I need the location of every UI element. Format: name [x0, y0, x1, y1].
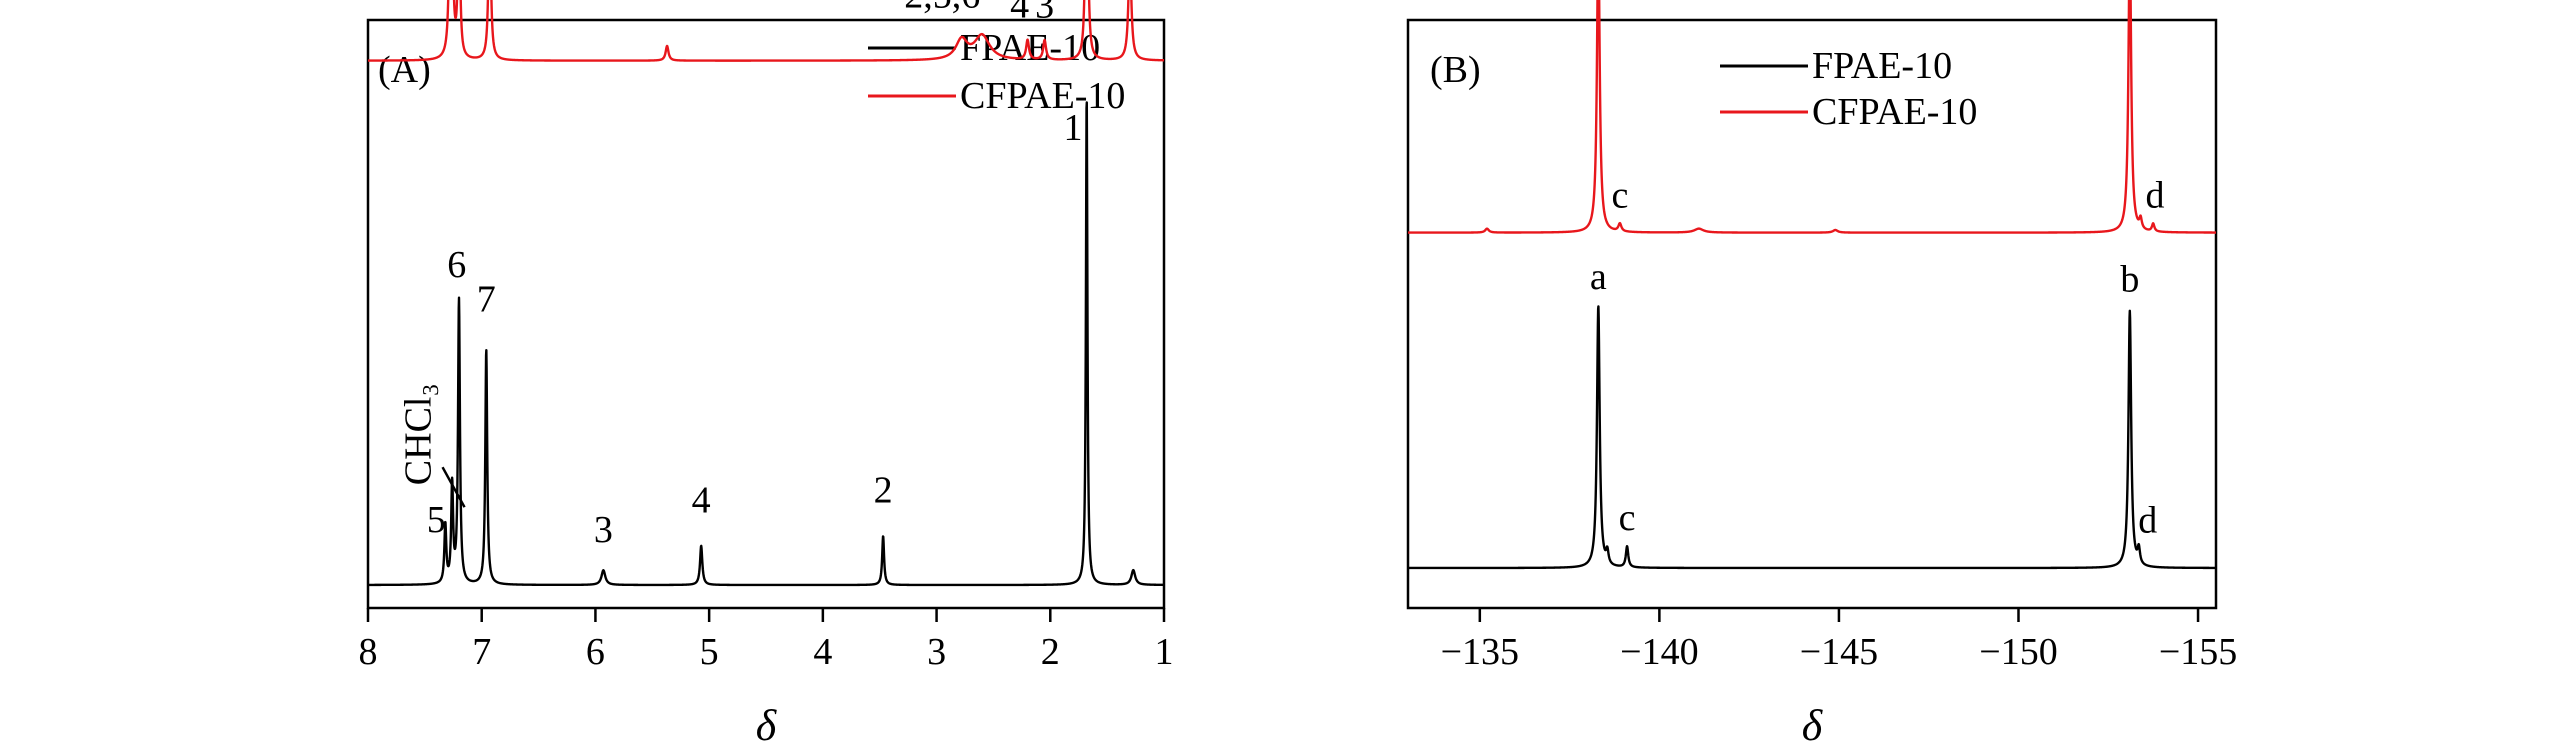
peak-label: 2 — [874, 470, 893, 512]
x-axis-title: δ — [756, 701, 778, 750]
label-pointer — [441, 466, 466, 508]
series-line-cfpae-10 — [1407, 0, 2217, 234]
peak-label: 6 — [447, 244, 466, 286]
series-line-fpae-10 — [367, 101, 1165, 587]
x-axis-title: δ — [1802, 701, 1824, 750]
x-tick-label: 1 — [1155, 631, 1174, 673]
peak-label: 5 — [427, 499, 446, 541]
peak-label: d — [2138, 500, 2157, 542]
panel-label: (A) — [378, 49, 431, 91]
peak-label: 2,5,6 — [904, 0, 980, 17]
peak-label: c — [1619, 497, 1636, 539]
peak-label: d — [2145, 175, 2164, 217]
x-tick-label: 5 — [700, 631, 719, 673]
x-tick-label: 8 — [359, 631, 378, 673]
x-tick-label: −140 — [1620, 631, 1698, 673]
peak-label: 4 — [692, 479, 711, 521]
series-line-cfpae-10 — [367, 0, 1165, 62]
peak-label: 7 — [477, 279, 496, 321]
peak-label: CHCl₃ — [398, 383, 440, 485]
x-tick-label: 7 — [472, 631, 491, 673]
plot-frame — [1406, 18, 2218, 610]
series-line-fpae-10 — [1407, 305, 2217, 570]
panel-label: (B) — [1430, 49, 1481, 91]
peak-label: 3 — [1035, 0, 1054, 27]
x-tick-label: 3 — [927, 631, 946, 673]
peak-label: 3 — [594, 509, 613, 551]
plot-frame — [366, 18, 1166, 610]
legend-label: CFPAE-10 — [1812, 91, 1977, 133]
x-tick-label: 6 — [586, 631, 605, 673]
peak-label: 1 — [1064, 107, 1083, 149]
x-tick-label: −150 — [1979, 631, 2057, 673]
legend-label: CFPAE-10 — [960, 75, 1125, 117]
peak-label: a — [1590, 256, 1607, 298]
peak-label: b — [2120, 259, 2139, 301]
x-tick-label: −145 — [1800, 631, 1878, 673]
x-tick-label: 2 — [1041, 631, 1060, 673]
peak-label: c — [1611, 175, 1628, 217]
peak-label: 4 — [1010, 0, 1029, 27]
x-tick-label: 4 — [813, 631, 832, 673]
legend-label: FPAE-10 — [1812, 45, 1952, 87]
x-tick-label: −155 — [2159, 631, 2237, 673]
x-tick-label: −135 — [1441, 631, 1519, 673]
